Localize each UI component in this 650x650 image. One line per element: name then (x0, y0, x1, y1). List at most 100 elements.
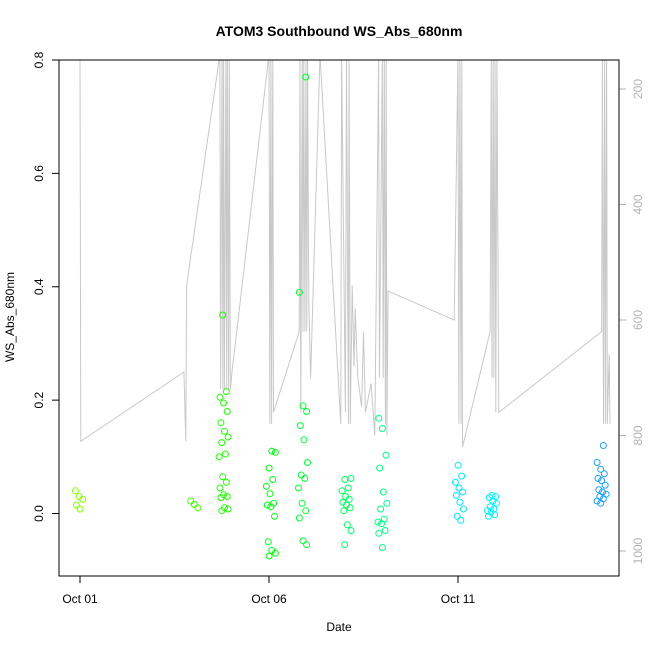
data-point (296, 422, 304, 430)
x-tick-label: Oct 01 (62, 592, 98, 606)
data-point (457, 516, 465, 524)
data-point (303, 408, 311, 415)
data-point (378, 520, 385, 528)
data-point (459, 488, 467, 496)
data-point (298, 499, 306, 507)
y2-tick-label: 200 (631, 79, 645, 99)
data-point (338, 487, 346, 495)
data-point (456, 498, 464, 506)
data-point (218, 439, 226, 447)
data-point (492, 493, 500, 500)
data-point (216, 484, 224, 492)
data-point (300, 436, 308, 444)
data-point (451, 478, 459, 486)
data-point (489, 497, 497, 505)
data-point (297, 471, 305, 479)
data-point (597, 499, 605, 507)
data-point (190, 500, 198, 508)
data-point (72, 487, 79, 495)
data-point (491, 511, 499, 519)
data-point (453, 512, 461, 520)
data-point (187, 497, 195, 505)
data-point (218, 507, 226, 515)
data-point (378, 544, 386, 551)
data-point (223, 408, 231, 415)
data-point (219, 311, 227, 319)
y-axis-label: WS_Abs_680nm (3, 272, 17, 362)
data-point (345, 495, 353, 503)
data-point (295, 484, 302, 492)
y-tick-label: 0.0 (32, 505, 46, 522)
data-point (341, 541, 349, 549)
data-point (271, 549, 279, 557)
data-point (271, 512, 278, 520)
data-point (493, 499, 500, 507)
data-point (460, 505, 467, 513)
y-tick-label: 0.4 (32, 278, 46, 295)
x-tick-label: Oct 06 (251, 592, 287, 606)
data-point (347, 474, 355, 482)
data-point (374, 518, 382, 526)
data-point (224, 433, 232, 441)
data-point (301, 474, 309, 482)
data-point (599, 442, 607, 449)
data-point (458, 472, 466, 480)
axes-layer: Oct 01 Oct 06 Oct 11 0.0 0.2 0.4 0.6 0.8 200 400 6… (32, 51, 645, 606)
data-point (344, 484, 352, 492)
data-point (295, 288, 303, 296)
data-point (346, 504, 354, 512)
data-point (223, 493, 231, 500)
data-point (265, 464, 273, 472)
data-point (304, 459, 311, 466)
data-point (217, 419, 225, 427)
data-point (217, 494, 225, 502)
y-tick-label: 0.8 (32, 51, 46, 68)
data-point (595, 486, 603, 494)
data-point (302, 507, 310, 515)
data-point (221, 427, 228, 435)
data-point (268, 447, 276, 455)
y2-tick-label: 600 (631, 310, 645, 330)
y2-tick-label: 800 (631, 425, 645, 445)
plot-frame (58, 59, 620, 577)
data-point (377, 505, 385, 513)
data-point (303, 541, 311, 549)
data-point (597, 465, 605, 473)
data-point (375, 529, 383, 537)
data-point (269, 476, 277, 483)
points-layer (72, 73, 610, 560)
data-point (220, 399, 228, 407)
data-point (341, 476, 349, 483)
data-point (484, 512, 492, 520)
data-point (601, 481, 609, 489)
data-point (343, 521, 351, 529)
depth-line (79, 60, 611, 448)
chart-title: ATOM3 Southbound WS_Abs_680nm (216, 23, 463, 39)
y2-tick-label: 400 (631, 194, 645, 214)
data-point (382, 451, 390, 459)
x-axis-label: Date (326, 620, 352, 634)
data-point (219, 473, 227, 481)
data-point (215, 453, 223, 461)
data-point (224, 505, 232, 513)
data-point (302, 73, 310, 81)
y-tick-label: 0.6 (32, 165, 46, 182)
data-point (375, 414, 383, 422)
data-point (347, 527, 355, 534)
data-point (194, 504, 202, 512)
depth-line-layer (79, 60, 611, 448)
data-point (378, 425, 386, 432)
data-point (593, 459, 601, 466)
data-point (340, 507, 348, 515)
data-point (262, 482, 270, 490)
data-point (266, 490, 274, 498)
data-point (454, 461, 462, 469)
data-point (376, 464, 384, 472)
x-tick-label: Oct 11 (441, 592, 476, 606)
data-point (216, 393, 224, 401)
data-point (72, 501, 80, 509)
data-point (383, 499, 391, 507)
data-point (221, 450, 229, 458)
data-point (79, 495, 87, 503)
